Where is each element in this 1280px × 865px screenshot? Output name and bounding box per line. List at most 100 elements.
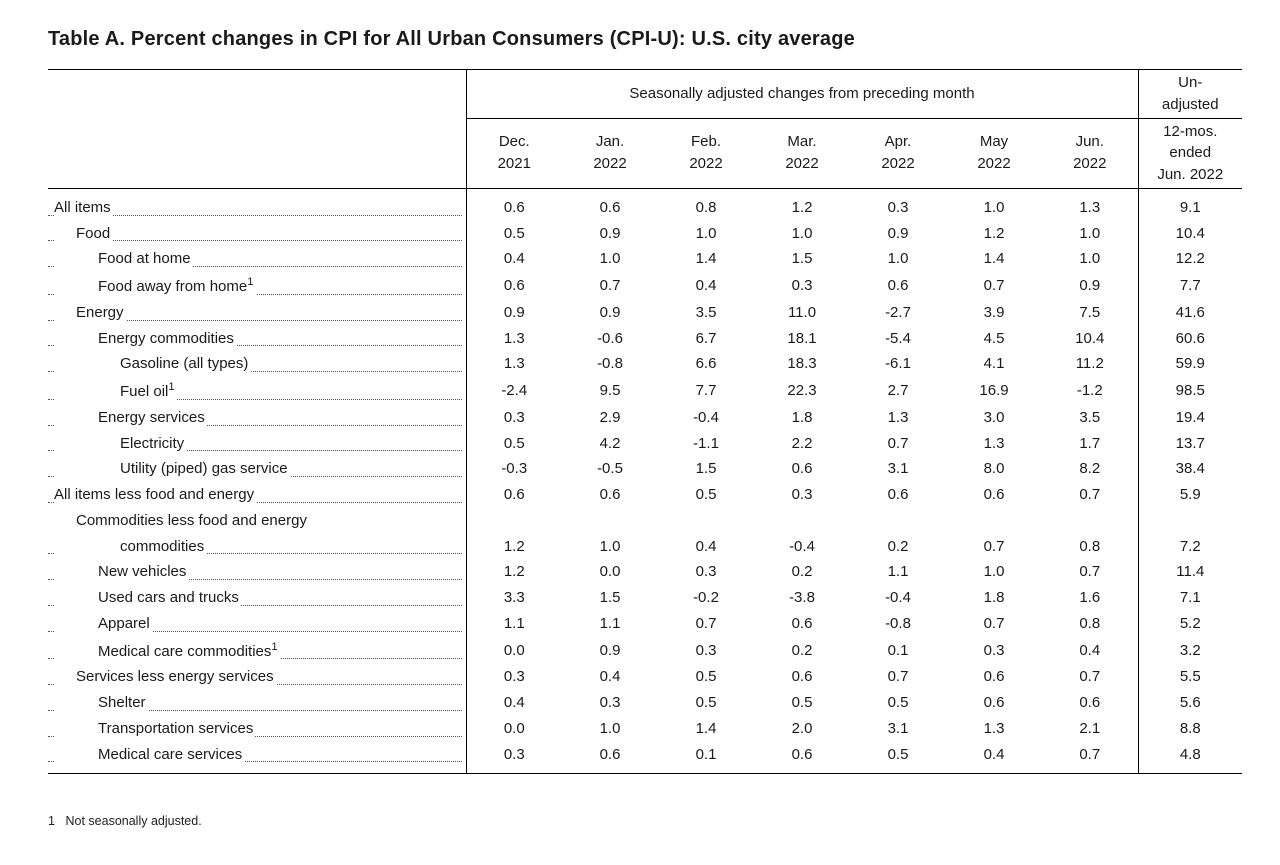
col-month-4: Apr.2022 (850, 118, 946, 188)
cell: 0.4 (658, 534, 754, 560)
cell: 4.2 (562, 431, 658, 457)
cell: 0.6 (946, 664, 1042, 690)
cell: 0.6 (562, 482, 658, 508)
row-label-text: Services less energy services (54, 668, 276, 685)
cell: 1.0 (1042, 221, 1138, 247)
row-label-text: Food away from home1 (54, 278, 256, 295)
cell: 1.2 (466, 534, 562, 560)
cell: 0.6 (466, 482, 562, 508)
row-label-text: Energy (54, 304, 126, 321)
cell: 7.5 (1042, 300, 1138, 326)
table-row: Medical care commodities10.00.90.30.20.1… (48, 637, 1242, 665)
cell: 7.7 (658, 377, 754, 405)
table-row: Energy services0.32.9-0.41.81.33.03.519.… (48, 405, 1242, 431)
row-label-text: Apparel (54, 615, 152, 632)
cell: 1.4 (658, 246, 754, 272)
cell: 1.5 (658, 456, 754, 482)
header-unadjusted: Un-adjusted (1138, 70, 1242, 119)
cell: -0.3 (466, 456, 562, 482)
cell: 0.7 (562, 272, 658, 300)
col-month-6: Jun.2022 (1042, 118, 1138, 188)
row-label-text: New vehicles (54, 563, 188, 580)
cell: 98.5 (1138, 377, 1242, 405)
footnote-number: 1 (48, 814, 62, 828)
cell: 59.9 (1138, 351, 1242, 377)
table-row: All items less food and energy0.60.60.50… (48, 482, 1242, 508)
cell: 7.7 (1138, 272, 1242, 300)
row-label: Services less energy services (48, 664, 466, 690)
table-row: Utility (piped) gas service-0.3-0.51.50.… (48, 456, 1242, 482)
cell (562, 508, 658, 534)
cell: 11.2 (1042, 351, 1138, 377)
cell: 0.7 (1042, 559, 1138, 585)
cell: 1.5 (562, 585, 658, 611)
row-label-text: Energy services (54, 409, 207, 426)
cell: -0.5 (562, 456, 658, 482)
cell: 19.4 (1138, 405, 1242, 431)
cell: -6.1 (850, 351, 946, 377)
cell: 0.4 (946, 742, 1042, 768)
row-label: All items (48, 195, 466, 221)
cell: 0.3 (946, 637, 1042, 665)
cell: 1.0 (946, 559, 1042, 585)
cell: 0.0 (466, 637, 562, 665)
cell: 1.3 (850, 405, 946, 431)
row-label-text: All items less food and energy (54, 486, 256, 503)
row-label: Energy (48, 300, 466, 326)
cell: 41.6 (1138, 300, 1242, 326)
cell: 0.8 (1042, 611, 1138, 637)
row-label-text: Gasoline (all types) (54, 355, 250, 372)
cell (658, 508, 754, 534)
cell: 8.0 (946, 456, 1042, 482)
row-label: Fuel oil1 (48, 377, 466, 405)
cell: 1.3 (466, 326, 562, 352)
cell: 0.4 (658, 272, 754, 300)
cell: -0.4 (658, 405, 754, 431)
row-label: Apparel (48, 611, 466, 637)
cell: 3.5 (1042, 405, 1138, 431)
cell: 1.7 (1042, 431, 1138, 457)
cell: 2.0 (754, 716, 850, 742)
row-label-text: Food (54, 225, 112, 242)
cell: 0.7 (658, 611, 754, 637)
row-label-text: Used cars and trucks (54, 589, 241, 606)
table-row: Food0.50.91.01.00.91.21.010.4 (48, 221, 1242, 247)
cell: 1.0 (562, 246, 658, 272)
col-month-3: Mar.2022 (754, 118, 850, 188)
cell: 6.7 (658, 326, 754, 352)
cell: -3.8 (754, 585, 850, 611)
cell: -1.1 (658, 431, 754, 457)
cell: -5.4 (850, 326, 946, 352)
cell: 0.0 (562, 559, 658, 585)
cell: 7.2 (1138, 534, 1242, 560)
cell: 4.8 (1138, 742, 1242, 768)
cell (466, 508, 562, 534)
cell: 1.0 (658, 221, 754, 247)
cell: 1.0 (1042, 246, 1138, 272)
row-label: Energy services (48, 405, 466, 431)
cell: 10.4 (1042, 326, 1138, 352)
cell: 13.7 (1138, 431, 1242, 457)
table-row: All items0.60.60.81.20.31.01.39.1 (48, 195, 1242, 221)
cell: 0.9 (562, 300, 658, 326)
col-month-5: May2022 (946, 118, 1042, 188)
footnote-ref: 1 (247, 276, 253, 288)
cell: 0.5 (850, 742, 946, 768)
cell: 0.3 (466, 742, 562, 768)
cell: 1.3 (1042, 195, 1138, 221)
table-row: Fuel oil1-2.49.57.722.32.716.9-1.298.5 (48, 377, 1242, 405)
cell: 0.9 (562, 637, 658, 665)
col-month-0: Dec.2021 (466, 118, 562, 188)
col-unadjusted-sub: 12-mos.endedJun. 2022 (1138, 118, 1242, 188)
row-label: Medical care services (48, 742, 466, 768)
cell: 0.7 (1042, 742, 1138, 768)
table-row: New vehicles1.20.00.30.21.11.00.711.4 (48, 559, 1242, 585)
cell: 18.1 (754, 326, 850, 352)
table-row: Commodities less food and energy (48, 508, 1242, 534)
cell: 0.3 (850, 195, 946, 221)
cell: 0.4 (466, 690, 562, 716)
cell: 0.6 (754, 611, 850, 637)
row-label: Electricity (48, 431, 466, 457)
cell: 0.5 (658, 482, 754, 508)
footnote-text: Not seasonally adjusted. (65, 814, 201, 828)
